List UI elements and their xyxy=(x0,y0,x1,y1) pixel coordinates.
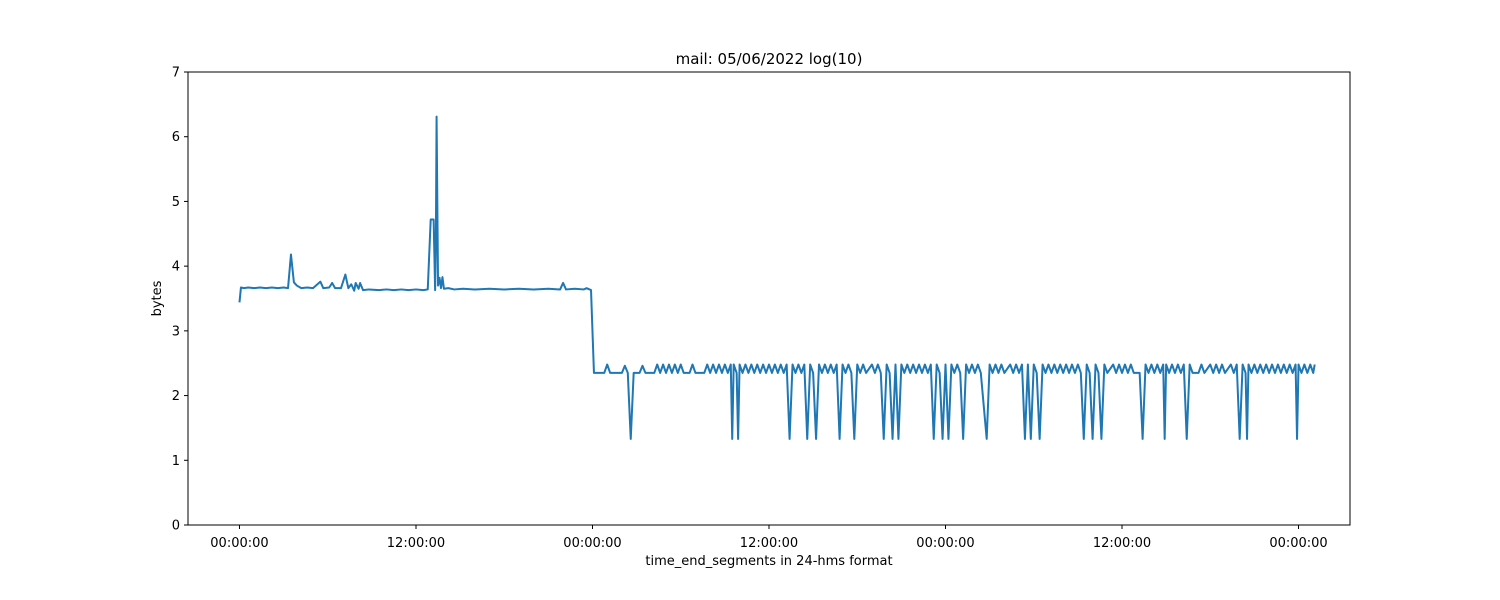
y-tick-label: 4 xyxy=(172,260,180,275)
series-line xyxy=(238,115,1316,440)
y-tick-label: 7 xyxy=(172,66,180,81)
x-axis: 00:00:00 12:00:00 00:00:00 12:00:00 00:00:00… xyxy=(210,525,1328,551)
x-tick-label: 00:00:00 xyxy=(1269,536,1327,551)
x-tick-label: 12:00:00 xyxy=(740,536,798,551)
y-axis: 0 1 2 3 4 5 6 7 xyxy=(172,66,188,534)
y-tick-label: 1 xyxy=(172,454,180,469)
plot-area xyxy=(238,115,1316,440)
x-tick-label: 00:00:00 xyxy=(210,536,268,551)
x-tick-label: 00:00:00 xyxy=(563,536,621,551)
x-tick-label: 00:00:00 xyxy=(916,536,974,551)
y-tick-label: 2 xyxy=(172,389,180,404)
chart-title: mail: 05/06/2022 log(10) xyxy=(676,50,863,68)
x-tick-label: 12:00:00 xyxy=(387,536,445,551)
y-axis-label: bytes xyxy=(150,280,165,316)
axes-frame xyxy=(187,71,1351,526)
y-tick-label: 3 xyxy=(172,324,180,339)
x-axis-label: time_end_segments in 24-hms format xyxy=(645,554,892,569)
y-tick-label: 5 xyxy=(172,195,180,210)
y-tick-label: 6 xyxy=(172,130,180,145)
x-tick-label: 12:00:00 xyxy=(1093,536,1151,551)
y-tick-label: 0 xyxy=(172,519,180,534)
